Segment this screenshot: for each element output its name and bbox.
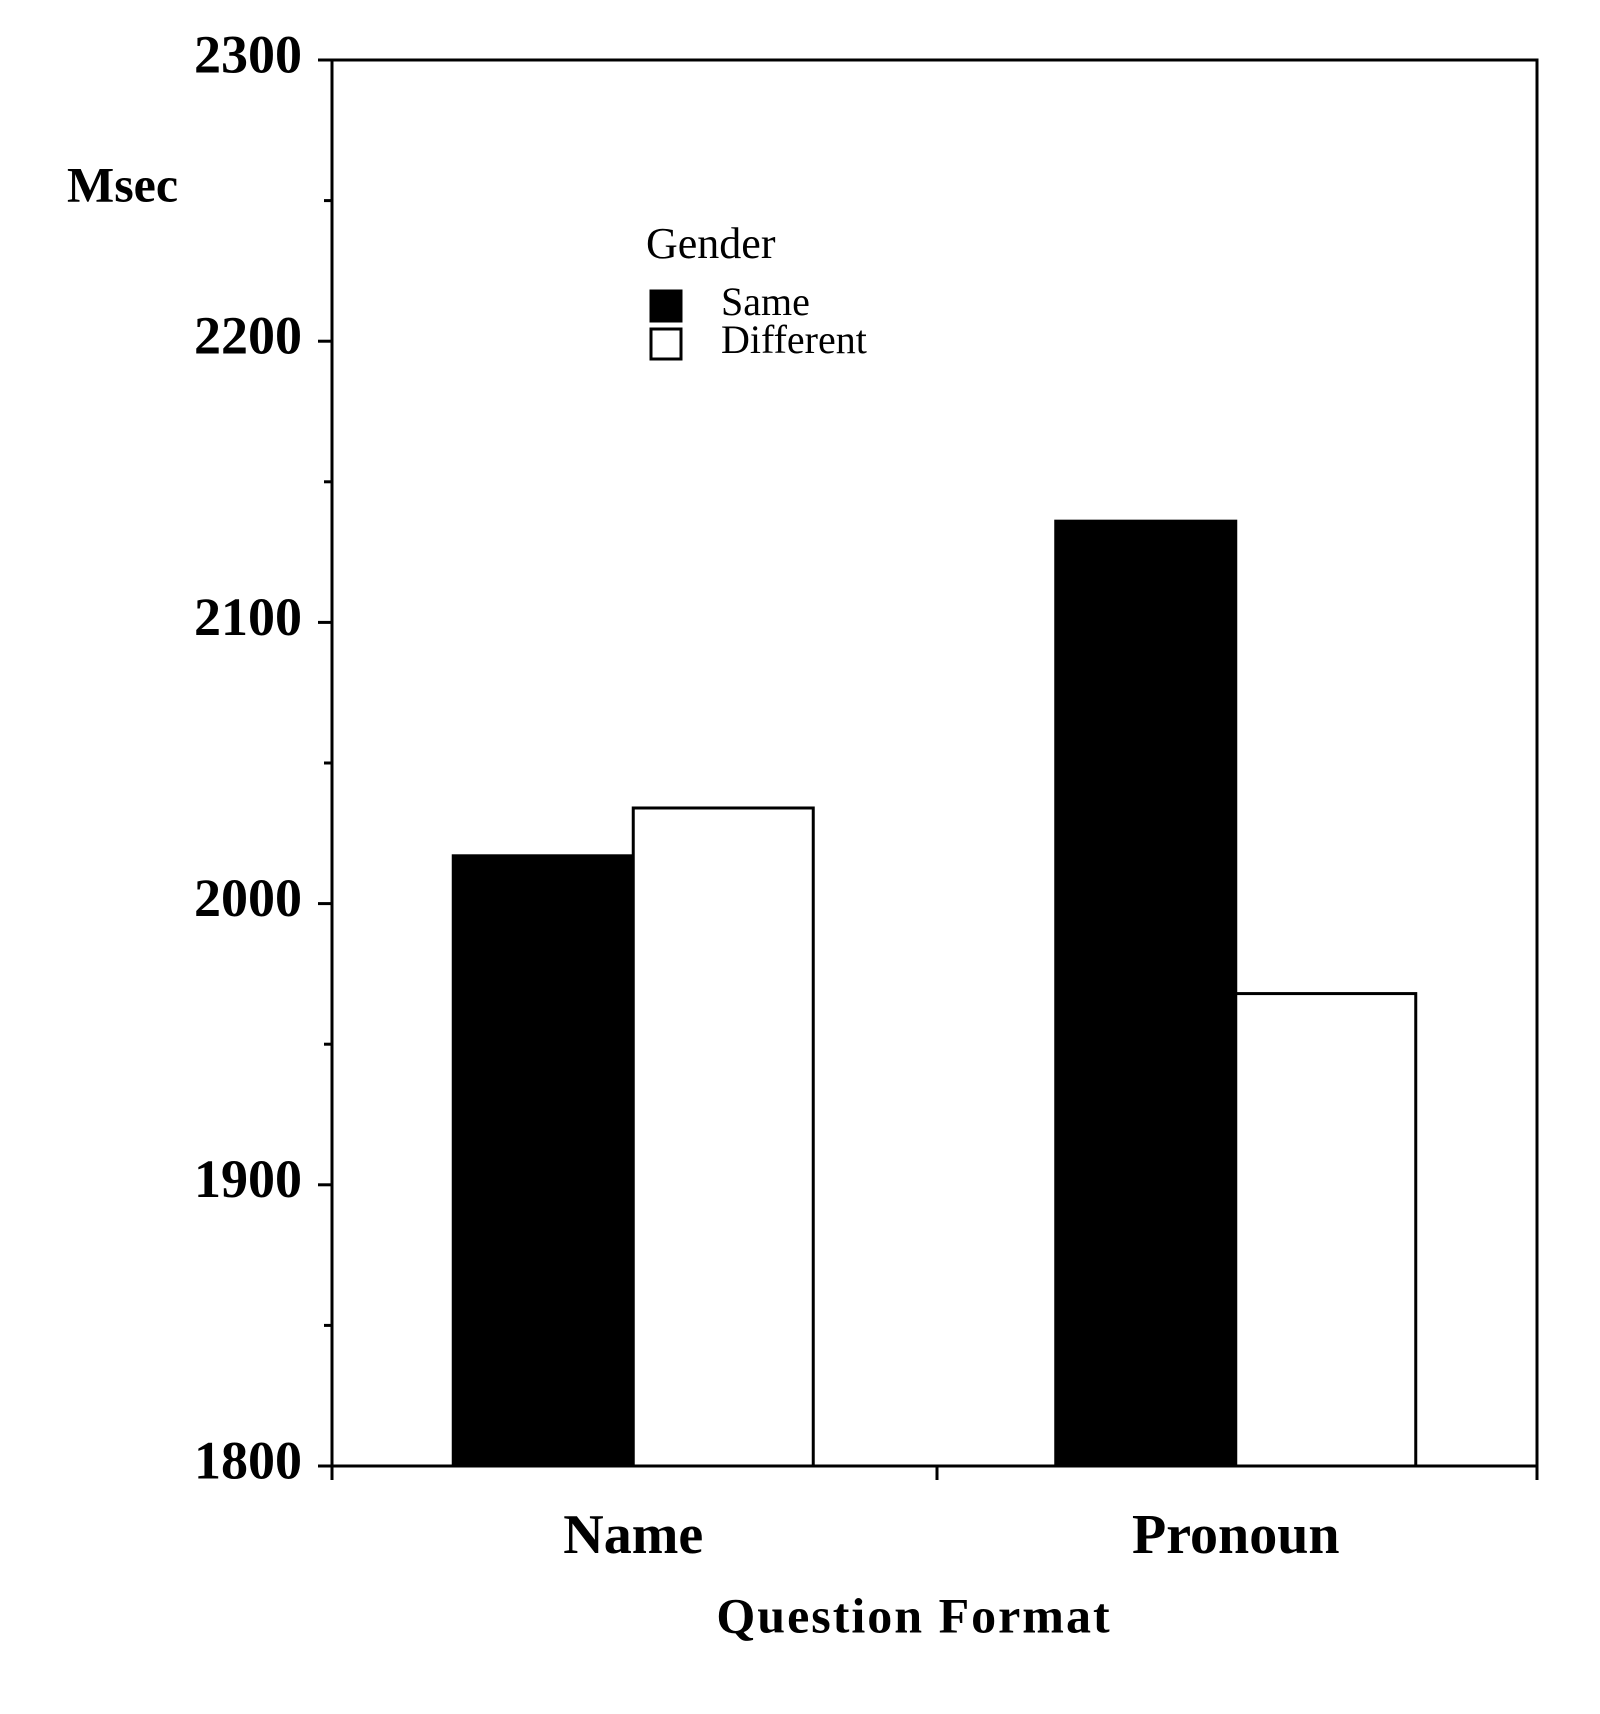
y-tick-label: 1800: [194, 1430, 302, 1490]
bar: [451, 854, 635, 1468]
bar: [1234, 992, 1418, 1468]
y-tick-label: 2200: [194, 306, 302, 366]
legend-title: Gender: [646, 219, 776, 268]
legend-label: Different: [721, 317, 867, 362]
bar: [1054, 519, 1238, 1468]
x-tick-label: Pronoun: [1132, 1504, 1339, 1566]
y-tick-label: 2300: [194, 24, 302, 84]
legend-swatch: [649, 289, 683, 323]
legend-swatch: [649, 327, 683, 361]
y-tick-label: 2000: [194, 868, 302, 928]
y-tick-label: 1900: [194, 1149, 302, 1209]
legend-label: Same: [721, 279, 810, 324]
x-tick-label: Name: [563, 1504, 703, 1566]
x-axis-label: Question Format: [716, 1587, 1111, 1643]
y-tick-label: 2100: [194, 587, 302, 647]
bar: [631, 806, 815, 1468]
y-axis-label: Msec: [67, 156, 178, 212]
